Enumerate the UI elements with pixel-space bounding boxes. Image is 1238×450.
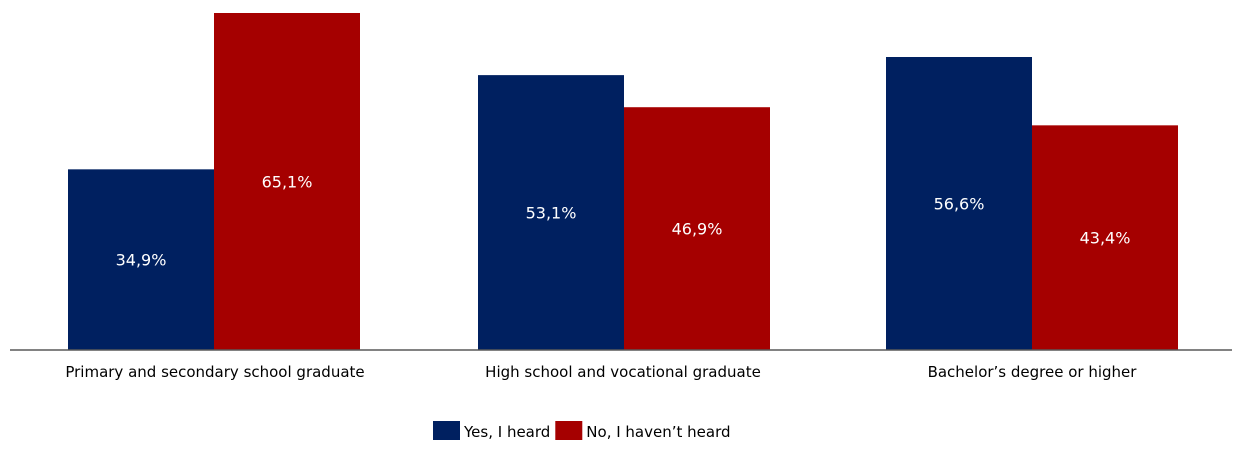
bar-no-i-haven-t-heard-3 bbox=[1032, 125, 1178, 350]
bars-layer bbox=[68, 13, 1178, 351]
data-label-no-i-haven-t-heard-3: 43,4% bbox=[1080, 229, 1131, 248]
data-label-yes-i-heard-2: 53,1% bbox=[526, 204, 577, 223]
data-labels-layer: 34,9% 53,1% 56,6% 65,1% 46,9% 43,4% bbox=[116, 173, 1131, 270]
bar-yes-i-heard-1 bbox=[68, 169, 214, 350]
category-label-1: Primary and secondary school graduate bbox=[65, 363, 364, 381]
bar-yes-i-heard-2 bbox=[478, 75, 624, 350]
category-label-2: High school and vocational graduate bbox=[485, 363, 761, 381]
legend-swatch-no-i-haven-t-heard bbox=[555, 421, 583, 440]
data-label-no-i-haven-t-heard-2: 46,9% bbox=[672, 220, 723, 239]
legend: Yes, I heard No, I haven’t heard bbox=[433, 421, 731, 441]
legend-label-no-i-haven-t-heard: No, I haven’t heard bbox=[586, 423, 730, 441]
category-label-3: Bachelor’s degree or higher bbox=[928, 363, 1138, 381]
legend-swatch-yes-i-heard bbox=[433, 421, 460, 440]
data-label-yes-i-heard-3: 56,6% bbox=[934, 195, 985, 214]
legend-label-yes-i-heard: Yes, I heard bbox=[463, 423, 550, 441]
bar-no-i-haven-t-heard-1 bbox=[214, 13, 360, 350]
bar-no-i-haven-t-heard-2 bbox=[624, 107, 770, 350]
data-label-no-i-haven-t-heard-1: 65,1% bbox=[262, 173, 313, 192]
bar-yes-i-heard-3 bbox=[886, 57, 1032, 351]
category-labels-layer: Primary and secondary school graduate Hig… bbox=[65, 363, 1137, 381]
data-label-yes-i-heard-1: 34,9% bbox=[116, 251, 167, 270]
